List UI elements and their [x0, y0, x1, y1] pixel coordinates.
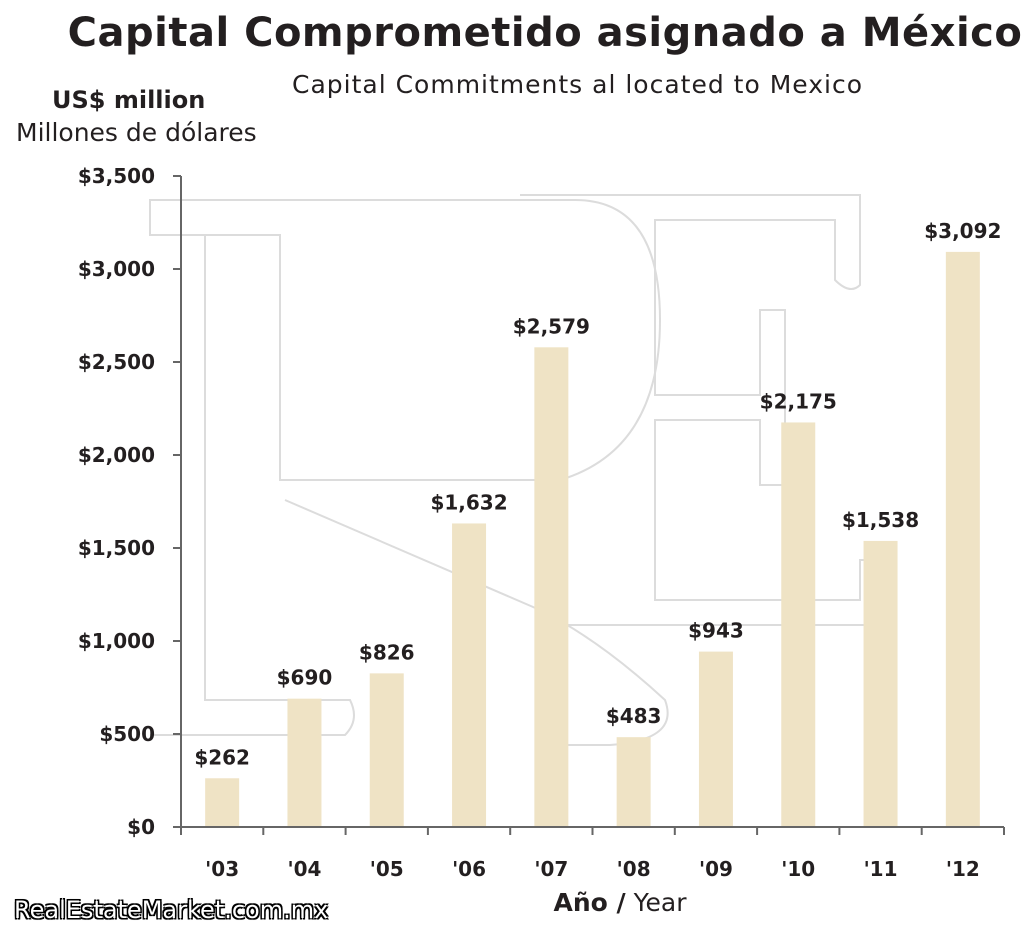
y-tick-label: $0: [127, 815, 155, 839]
data-label: $483: [606, 704, 662, 728]
x-axis-label-spanish: Año /: [553, 888, 626, 917]
watermark-e-shape: [520, 194, 896, 626]
x-tick-label: '11: [864, 857, 898, 881]
data-label: $3,092: [924, 219, 1001, 243]
x-tick-label: '07: [534, 857, 568, 881]
x-tick-label: '06: [452, 857, 486, 881]
x-tick-label: '12: [946, 857, 980, 881]
data-label: $826: [359, 640, 415, 664]
bar: [698, 651, 733, 827]
bar: [452, 523, 487, 827]
x-axis-label: Año / Year: [0, 888, 1024, 917]
x-tick-label: '03: [205, 857, 239, 881]
bar: [863, 540, 898, 827]
y-tick-label: $2,500: [78, 350, 155, 374]
x-axis-label-english: Year: [633, 888, 687, 917]
y-tick-label: $1,500: [78, 536, 155, 560]
data-label: $690: [277, 666, 333, 690]
data-label: $1,632: [430, 490, 507, 514]
x-tick-label: '08: [617, 857, 651, 881]
axes-group: [173, 175, 1005, 835]
y-tick-label: $500: [99, 722, 155, 746]
y-tick-label: $3,500: [78, 164, 155, 188]
labels-group: $0 $500 $1,000 $1,500 $2,000 $2,500 $3,000 $3,5…: [78, 164, 1002, 881]
source-credit: RealEstateMarket.com.mx: [14, 896, 329, 924]
y-axis-unit-spanish: Millones de dólares: [16, 118, 257, 147]
y-tick-label: $3,000: [78, 257, 155, 281]
bar: [781, 422, 816, 827]
chart-subtitle: Capital Commitments al located to Mexico: [291, 70, 864, 99]
bar: [369, 673, 404, 827]
data-label: $1,538: [842, 508, 919, 532]
data-label: $943: [688, 619, 744, 643]
chart-title: Capital Comprometido asignado a México: [67, 10, 1023, 56]
y-tick-label: $2,000: [78, 443, 155, 467]
data-label: $2,579: [513, 314, 590, 338]
y-axis-unit-english: US$ million: [52, 86, 206, 114]
data-label: $262: [194, 745, 250, 769]
bar: [616, 737, 651, 827]
bar: [287, 698, 322, 827]
y-tick-label: $1,000: [78, 629, 155, 653]
x-tick-label: '09: [699, 857, 733, 881]
bars-group: [205, 251, 980, 827]
bar: [205, 778, 240, 827]
x-tick-label: '10: [781, 857, 815, 881]
x-tick-label: '04: [287, 857, 321, 881]
bar: [945, 251, 980, 827]
x-tick-label: '05: [370, 857, 404, 881]
watermark-r-shape: [149, 199, 662, 736]
data-label: $2,175: [760, 389, 837, 413]
bar: [534, 347, 569, 827]
